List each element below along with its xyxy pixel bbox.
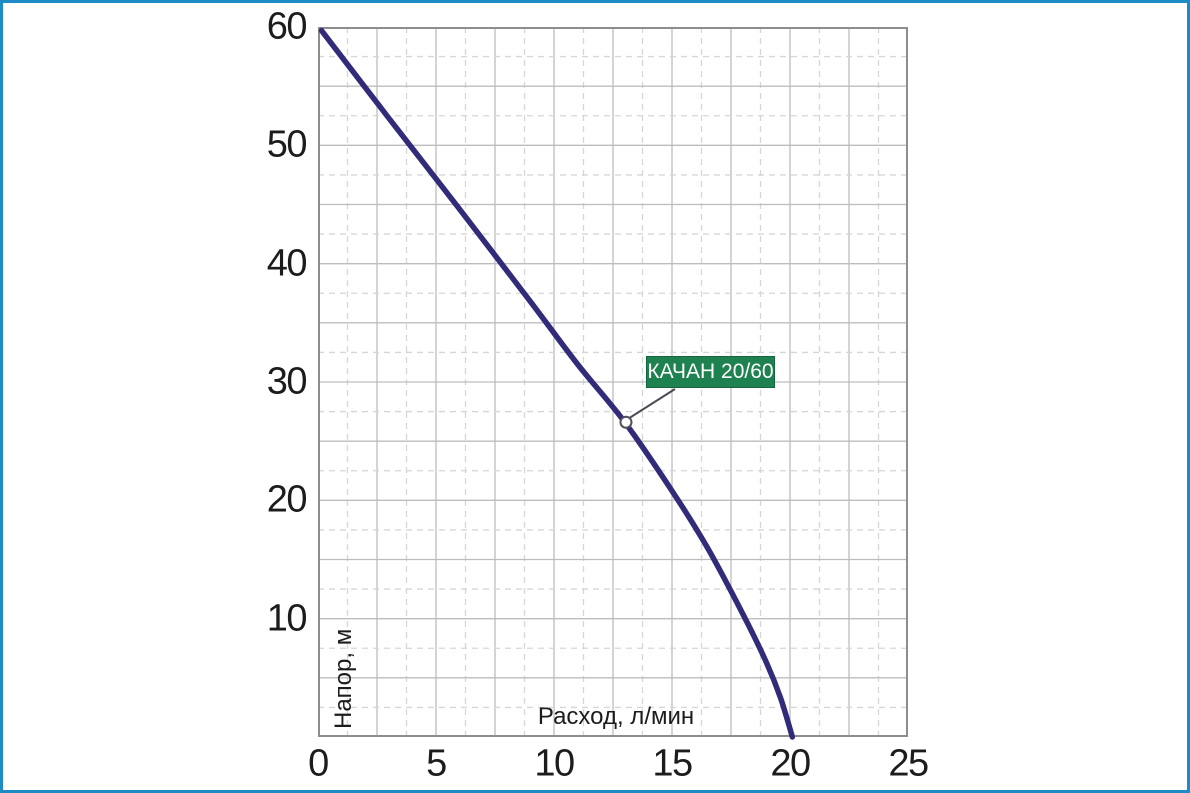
curve-marker xyxy=(619,415,633,429)
x-tick-label: 15 xyxy=(652,742,693,785)
y-tick-label: 30 xyxy=(266,360,308,403)
x-tick-label: 20 xyxy=(770,742,811,785)
x-tick-label: 25 xyxy=(888,742,929,785)
x-tick-label: 10 xyxy=(534,742,575,785)
annotation-leader-line xyxy=(628,388,676,420)
x-tick-label: 0 xyxy=(308,742,329,785)
y-tick-label: 50 xyxy=(266,123,308,166)
y-axis-label: Напор, м xyxy=(330,628,357,729)
x-axis-label: Расход, л/мин xyxy=(537,703,695,730)
x-tick-label: 5 xyxy=(426,742,447,785)
y-tick-label: 60 xyxy=(266,5,308,48)
plot-border xyxy=(318,27,908,737)
y-tick-label: 10 xyxy=(266,597,308,640)
series-label-badge: КАЧАН 20/60 xyxy=(646,356,775,388)
y-tick-label: 40 xyxy=(266,242,308,285)
y-tick-label: 20 xyxy=(266,478,308,521)
